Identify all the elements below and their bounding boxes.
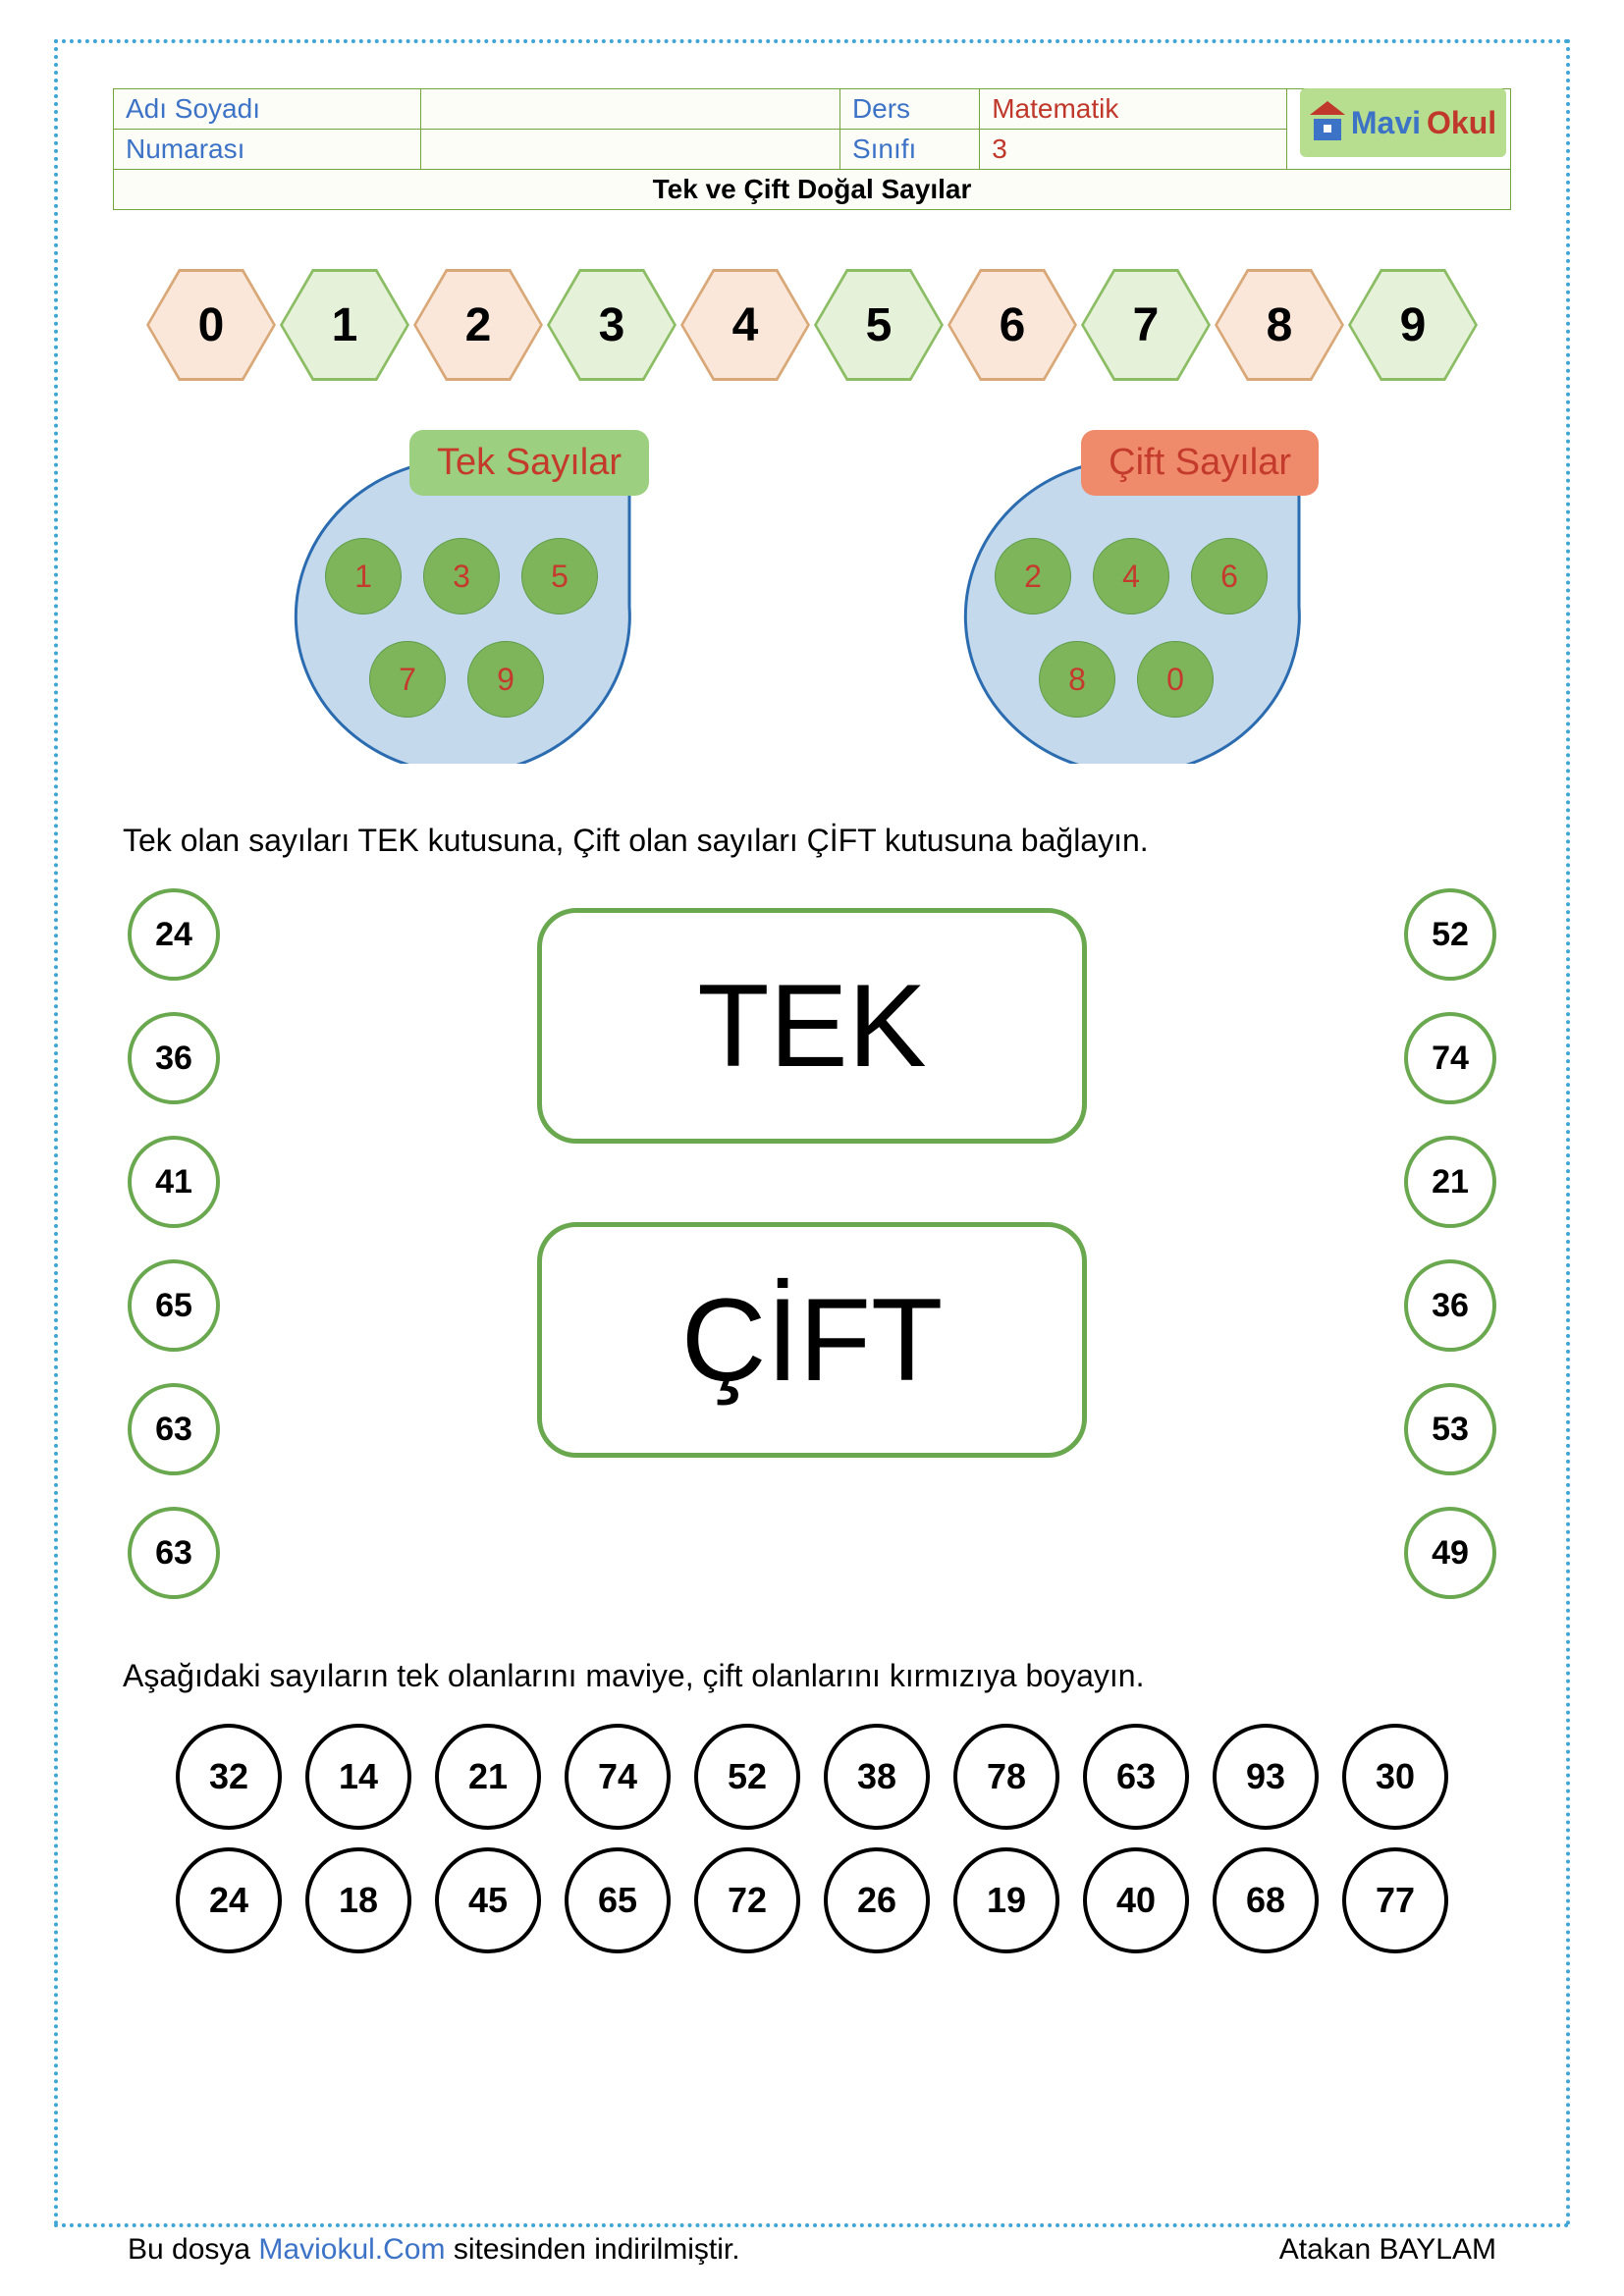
number-circle[interactable]: 21 xyxy=(1404,1136,1496,1228)
number-circle[interactable]: 65 xyxy=(128,1259,220,1352)
hex-4: 4 xyxy=(680,269,810,381)
drop-number: 6 xyxy=(1191,538,1268,614)
number-circle[interactable]: 63 xyxy=(128,1383,220,1475)
number-circle[interactable]: 18 xyxy=(305,1847,411,1953)
ex2-row-1: 32142174523878639330 xyxy=(113,1724,1511,1830)
number-circle[interactable]: 36 xyxy=(128,1012,220,1104)
number-circle[interactable]: 78 xyxy=(953,1724,1059,1830)
drop-number: 7 xyxy=(369,641,446,718)
number-circle[interactable]: 63 xyxy=(1083,1724,1189,1830)
ex2-row-2: 24184565722619406877 xyxy=(113,1847,1511,1953)
exercise-2: 32142174523878639330 2418456572261940687… xyxy=(113,1724,1511,1953)
odd-drop: Tek Sayılar 13579 xyxy=(266,430,688,764)
footer-author: Atakan BAYLAM xyxy=(1279,2233,1496,2267)
number-circle[interactable]: 68 xyxy=(1213,1847,1319,1953)
number-circle[interactable]: 21 xyxy=(435,1724,541,1830)
number-circle[interactable]: 49 xyxy=(1404,1507,1496,1599)
content: MaviOkul Adı Soyadı Ders Matematik Numar… xyxy=(79,59,1545,1991)
logo-text-2: Okul xyxy=(1427,105,1496,141)
number-label: Numarası xyxy=(114,130,421,170)
hex-3: 3 xyxy=(547,269,677,381)
logo-text-1: Mavi xyxy=(1351,105,1421,141)
number-circle[interactable]: 41 xyxy=(128,1136,220,1228)
number-circle[interactable]: 24 xyxy=(176,1847,282,1953)
drop-number: 0 xyxy=(1137,641,1214,718)
lesson-label: Ders xyxy=(839,89,979,130)
class-value: 3 xyxy=(980,130,1287,170)
hex-0: 0 xyxy=(146,269,276,381)
number-circle[interactable]: 45 xyxy=(435,1847,541,1953)
hex-9: 9 xyxy=(1348,269,1478,381)
number-circle[interactable]: 74 xyxy=(565,1724,671,1830)
even-drop: Çift Sayılar 24680 xyxy=(936,430,1358,764)
ex1-right-column: 52 74 21 36 53 49 xyxy=(1404,888,1496,1599)
hex-7: 7 xyxy=(1081,269,1211,381)
number-circle[interactable]: 14 xyxy=(305,1724,411,1830)
ex2-instruction: Aşağıdaki sayıların tek olanlarını maviy… xyxy=(123,1658,1501,1694)
worksheet-title: Tek ve Çift Doğal Sayılar xyxy=(114,170,1511,210)
footer-source: Bu dosya Maviokul.Com sitesinden indiril… xyxy=(128,2233,740,2267)
hex-6: 6 xyxy=(947,269,1077,381)
exercise-1: 24 36 41 65 63 63 TEK ÇİFT 52 74 21 36 53 49 xyxy=(113,888,1511,1599)
even-label: Çift Sayılar xyxy=(1081,430,1319,496)
drop-number: 9 xyxy=(467,641,544,718)
number-circle[interactable]: 72 xyxy=(694,1847,800,1953)
lesson-value: Matematik xyxy=(980,89,1287,130)
name-value[interactable] xyxy=(421,89,840,130)
even-box: ÇİFT xyxy=(537,1222,1087,1458)
number-circle[interactable]: 19 xyxy=(953,1847,1059,1953)
number-circle[interactable]: 74 xyxy=(1404,1012,1496,1104)
number-value[interactable] xyxy=(421,130,840,170)
hex-5: 5 xyxy=(814,269,944,381)
number-circle[interactable]: 40 xyxy=(1083,1847,1189,1953)
footer: Bu dosya Maviokul.Com sitesinden indiril… xyxy=(128,2233,1496,2267)
hex-8: 8 xyxy=(1215,269,1344,381)
hex-2: 2 xyxy=(413,269,543,381)
number-circle[interactable]: 32 xyxy=(176,1724,282,1830)
logo: MaviOkul xyxy=(1300,88,1506,157)
number-circle[interactable]: 63 xyxy=(128,1507,220,1599)
class-label: Sınıfı xyxy=(839,130,979,170)
drop-number: 4 xyxy=(1093,538,1169,614)
ex1-instruction: Tek olan sayıları TEK kutusuna, Çift ola… xyxy=(123,823,1501,859)
drop-number: 3 xyxy=(423,538,500,614)
drop-number: 1 xyxy=(325,538,402,614)
drop-number: 5 xyxy=(521,538,598,614)
ex1-left-column: 24 36 41 65 63 63 xyxy=(128,888,220,1599)
number-circle[interactable]: 53 xyxy=(1404,1383,1496,1475)
drops-row: Tek Sayılar 13579 Çift Sayılar 24680 xyxy=(142,430,1482,764)
hexagon-number-strip: 0123456789 xyxy=(113,269,1511,381)
number-circle[interactable]: 26 xyxy=(824,1847,930,1953)
number-circle[interactable]: 30 xyxy=(1342,1724,1448,1830)
number-circle[interactable]: 52 xyxy=(694,1724,800,1830)
odd-label: Tek Sayılar xyxy=(409,430,649,496)
hex-1: 1 xyxy=(280,269,409,381)
drop-number: 8 xyxy=(1039,641,1115,718)
number-circle[interactable]: 24 xyxy=(128,888,220,981)
number-circle[interactable]: 38 xyxy=(824,1724,930,1830)
name-label: Adı Soyadı xyxy=(114,89,421,130)
odd-box: TEK xyxy=(537,908,1087,1144)
drop-number: 2 xyxy=(995,538,1071,614)
number-circle[interactable]: 65 xyxy=(565,1847,671,1953)
page: MaviOkul Adı Soyadı Ders Matematik Numar… xyxy=(0,0,1624,2296)
number-circle[interactable]: 93 xyxy=(1213,1724,1319,1830)
number-circle[interactable]: 36 xyxy=(1404,1259,1496,1352)
number-circle[interactable]: 52 xyxy=(1404,888,1496,981)
ex1-center: TEK ÇİFT xyxy=(537,908,1087,1458)
house-icon xyxy=(1310,105,1345,140)
number-circle[interactable]: 77 xyxy=(1342,1847,1448,1953)
